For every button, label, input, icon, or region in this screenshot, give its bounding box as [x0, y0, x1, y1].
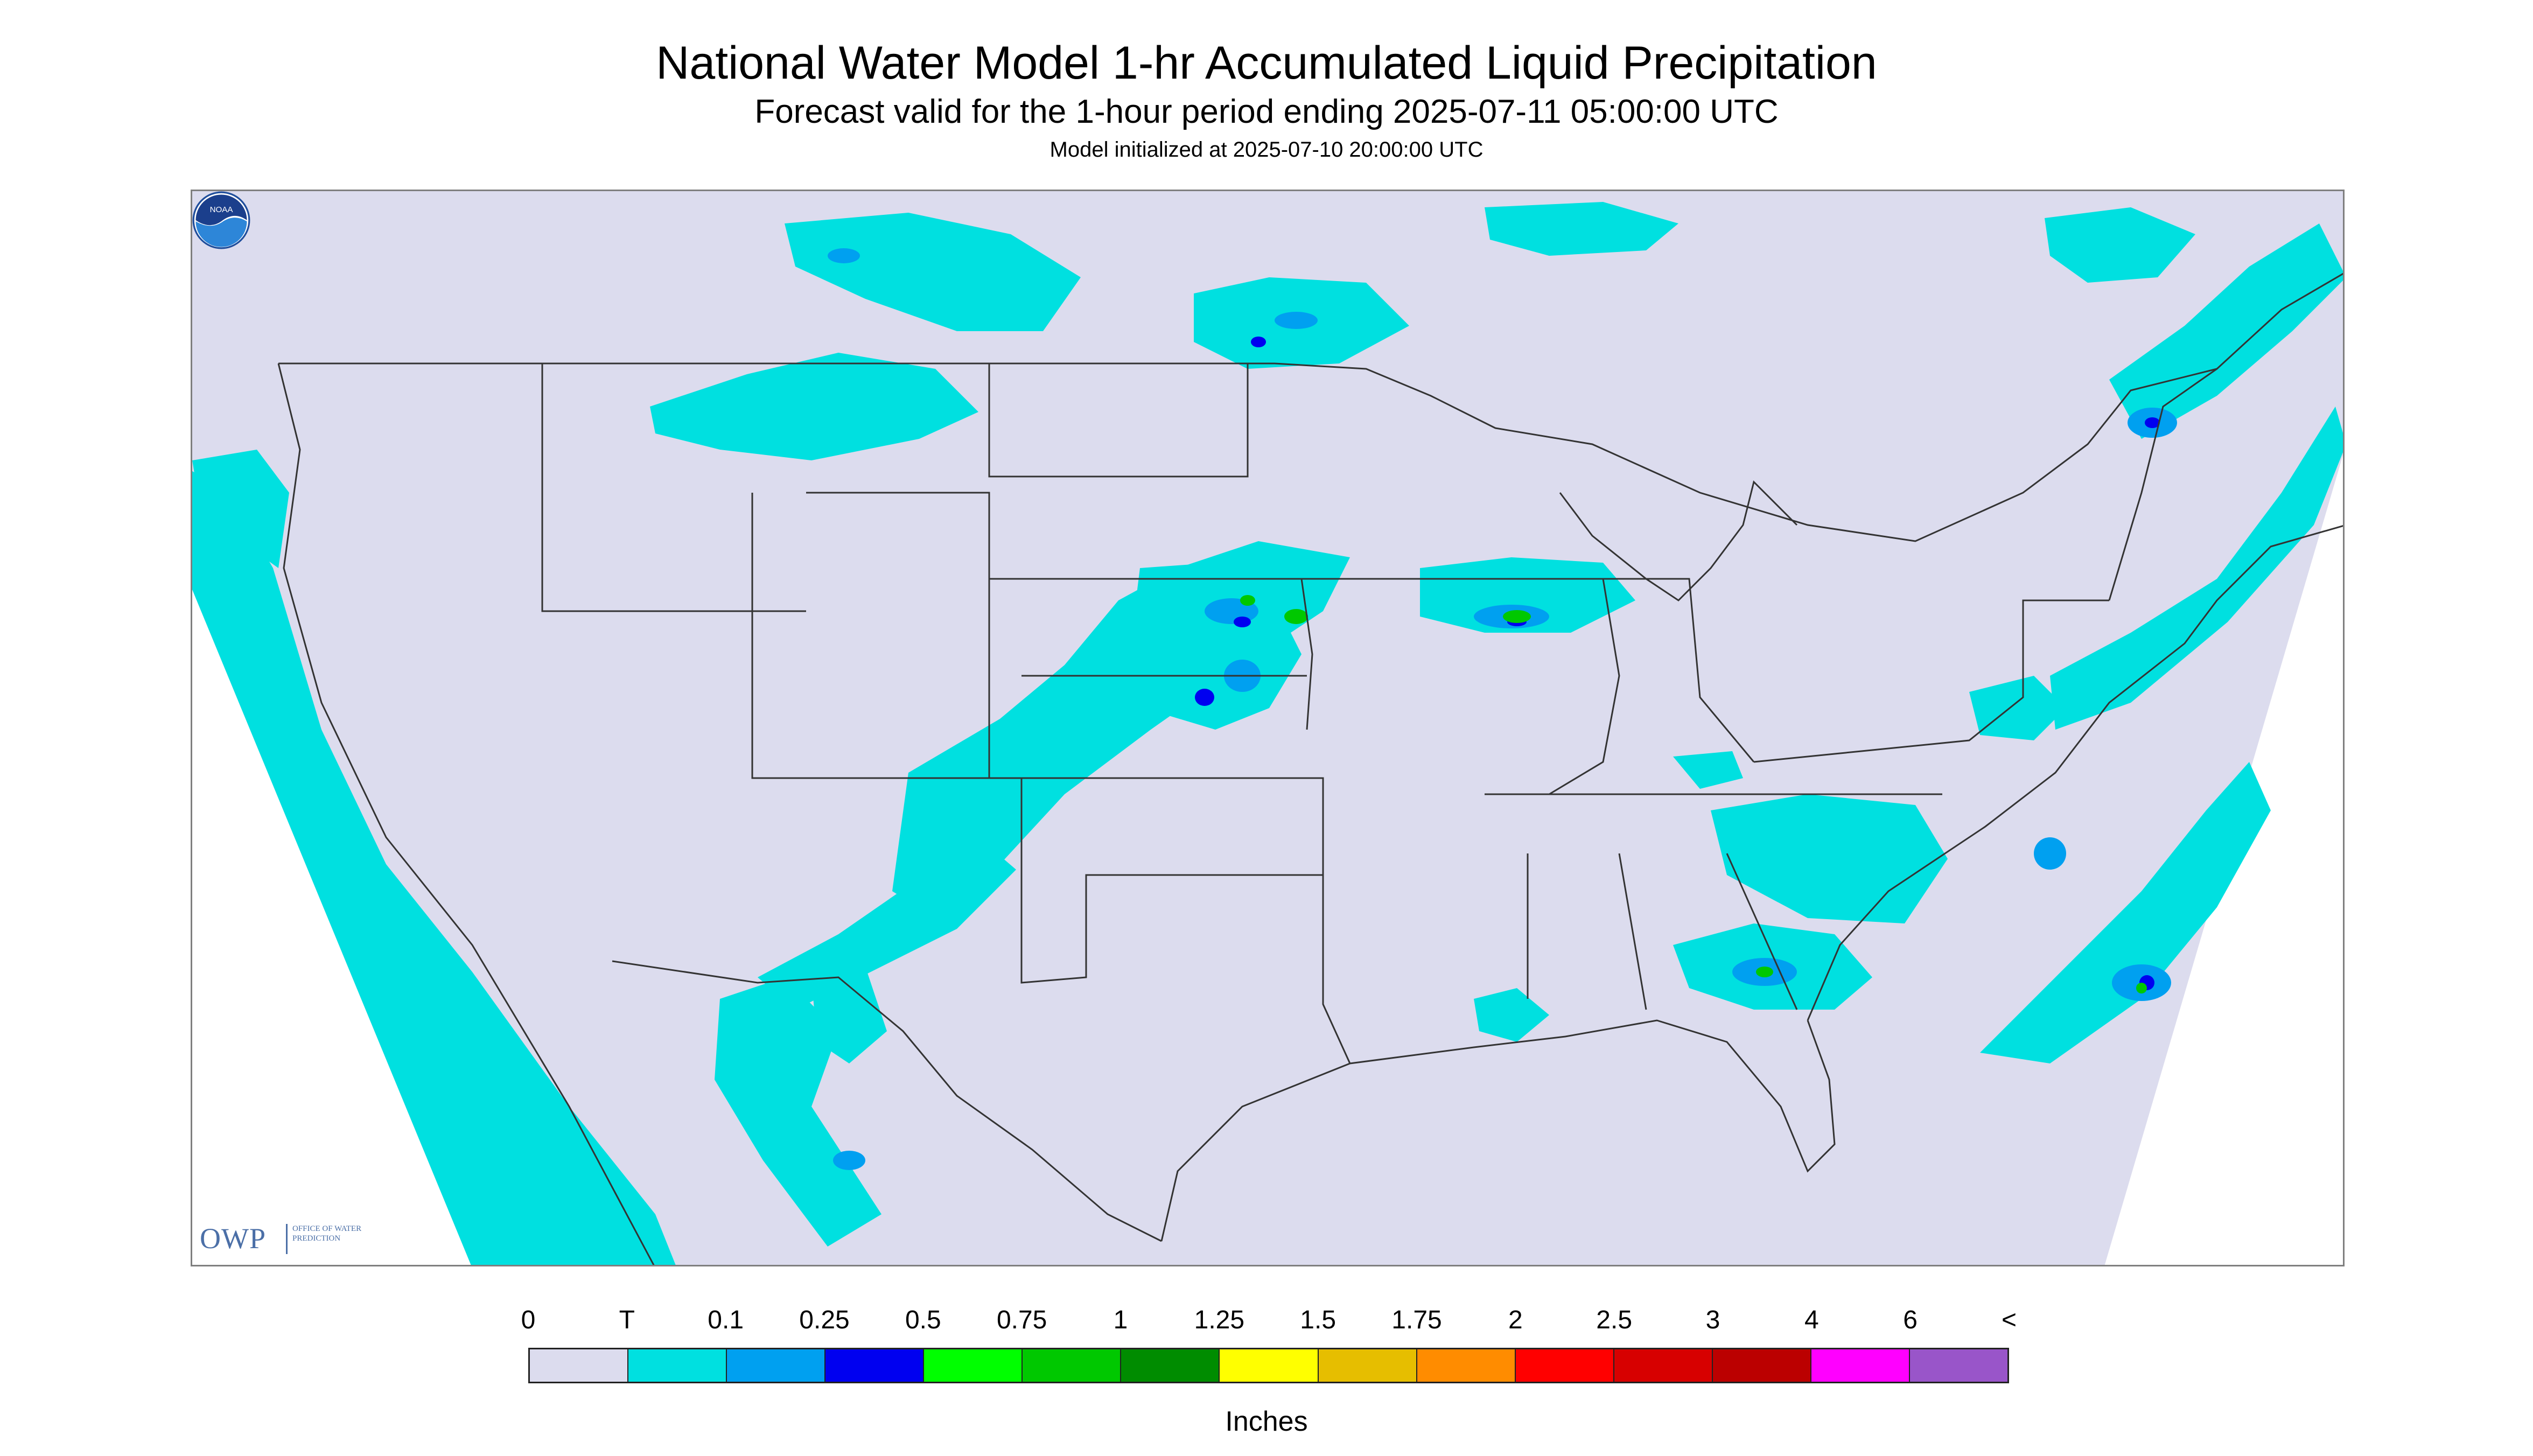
owp-logo: OWP OFFICE OF WATER PREDICTION — [200, 1220, 377, 1257]
ohio-valley-band — [1673, 751, 1743, 789]
gulf-band — [1474, 988, 1549, 1042]
legend-tick-label: 1.25 — [1194, 1306, 1245, 1334]
legend-swatch — [1220, 1349, 1319, 1382]
light-cell-mx — [833, 1151, 865, 1170]
boundary-south-4 — [1726, 853, 1798, 1010]
map-subtitle: Forecast valid for the 1-hour period end… — [754, 93, 1779, 130]
legend-swatch — [924, 1349, 1023, 1382]
noaa-logo-text: NOAA — [210, 205, 234, 214]
boundary-great-lakes — [1559, 480, 1798, 601]
legend-tick-label: 0.25 — [799, 1306, 850, 1334]
legend-tick-label: 4 — [1804, 1306, 1819, 1334]
legend-tick-label: 0.1 — [708, 1306, 744, 1334]
model-init-line: Model initialized at 2025-07-10 20:00:00… — [1049, 138, 1484, 162]
legend-swatch — [628, 1349, 727, 1382]
light-cell-mn — [1275, 312, 1318, 329]
map-canvas — [192, 191, 2343, 1265]
legend-swatch — [727, 1349, 826, 1382]
noaa-logo-gull — [195, 218, 247, 247]
pacific-nw-band — [192, 450, 289, 568]
legend-swatch — [1614, 1349, 1713, 1382]
mexico-border-band — [811, 967, 887, 1063]
light-cell-nd — [828, 248, 860, 263]
heavy-cell-wi — [1503, 610, 1531, 623]
iowa-band — [1129, 563, 1302, 730]
legend-tick-label: 1.5 — [1300, 1306, 1337, 1334]
legend-tick-label: 2 — [1508, 1306, 1523, 1334]
mexico-band — [715, 977, 881, 1247]
atlantic-band — [1980, 762, 2271, 1063]
boundary-plains-2 — [989, 578, 1313, 730]
legend-tick-label: 6 — [1903, 1306, 1918, 1334]
legend-swatch — [1712, 1349, 1811, 1382]
noaa-logo: NOAA — [192, 191, 250, 249]
legend-units: Inches — [1225, 1406, 1308, 1437]
legend-swatch — [530, 1349, 629, 1382]
boundary-texas — [1020, 778, 1351, 1064]
montana-band — [650, 353, 978, 460]
boundary-plains-1 — [988, 363, 1249, 478]
north-dakota-band — [785, 213, 1081, 331]
owp-divider — [286, 1224, 288, 1254]
legend-swatch — [1515, 1349, 1614, 1382]
boundary-midwest-1 — [1302, 578, 1620, 795]
heavy-precip-areas — [1240, 595, 2147, 993]
legend-tick-label: 1.75 — [1391, 1306, 1442, 1334]
state-boundaries — [277, 272, 2343, 1265]
precipitation-map: OWP OFFICE OF WATER PREDICTION NOAA — [191, 190, 2345, 1266]
legend-tick-label: 3 — [1705, 1306, 1720, 1334]
pacific-coast-band — [192, 471, 676, 1265]
legend-tick-label: 1 — [1113, 1306, 1128, 1334]
atlantic-coast — [1807, 525, 2343, 1021]
legend-tick-label: < — [2001, 1306, 2017, 1334]
light-cell-nc — [2034, 837, 2066, 870]
owp-abbrev: OWP — [200, 1222, 266, 1255]
us-canada-border — [278, 272, 2343, 542]
moderate-cell-mn — [1251, 337, 1266, 347]
pacific-coast — [277, 363, 655, 1265]
midatlantic-band — [1969, 676, 2066, 740]
legend-swatch — [825, 1349, 925, 1382]
legend-swatch — [1417, 1349, 1516, 1382]
boundary-east-1 — [1753, 599, 2109, 763]
moderate-cell-ne — [1234, 617, 1251, 627]
legend-swatch — [1318, 1349, 1417, 1382]
moderate-cell-ks — [1195, 689, 1214, 706]
map-title: National Water Model 1-hr Accumulated Li… — [656, 37, 1877, 89]
boundary-rockies — [806, 492, 990, 778]
new-england-band — [2109, 223, 2343, 439]
quebec-band — [2045, 207, 2195, 283]
moderate-cell-vt — [2145, 417, 2160, 428]
heavy-cell-ga — [1756, 967, 1773, 977]
legend-swatch — [1121, 1349, 1220, 1382]
legend-swatch — [1811, 1349, 1910, 1382]
heavy-cell-ne — [1240, 595, 1255, 606]
legend-swatch — [1023, 1349, 1122, 1382]
us-mexico-border — [612, 960, 1162, 1242]
legend-tick-label: 0.75 — [996, 1306, 1047, 1334]
ontario-band — [1485, 202, 1678, 256]
boundary-west-1 — [541, 363, 806, 612]
legend-tick-label: 0 — [521, 1306, 536, 1334]
legend-tick-label: 0.5 — [905, 1306, 941, 1334]
boundary-west-2 — [751, 493, 1021, 779]
legend-tick-label: 2.5 — [1596, 1306, 1633, 1334]
boundary-plains-4 — [1021, 777, 1324, 875]
boundary-south-3 — [1618, 853, 1647, 1010]
great-lakes-band — [1420, 557, 1635, 633]
heavy-cell-atl — [2136, 983, 2147, 993]
gulf-coast — [1160, 1019, 1836, 1242]
legend-tick-label: T — [619, 1306, 635, 1334]
southern-plains-band — [758, 837, 1016, 1010]
trace-precip-areas — [192, 202, 2343, 1265]
color-legend — [528, 1348, 2009, 1383]
legend-swatch — [1909, 1349, 2007, 1382]
owp-text: OFFICE OF WATER PREDICTION — [292, 1224, 362, 1243]
boundary-northeast — [2108, 368, 2217, 601]
heavy-cell-ia — [1284, 609, 1308, 624]
northeast-band — [2050, 407, 2343, 730]
noaa-logo-sky — [195, 194, 247, 226]
